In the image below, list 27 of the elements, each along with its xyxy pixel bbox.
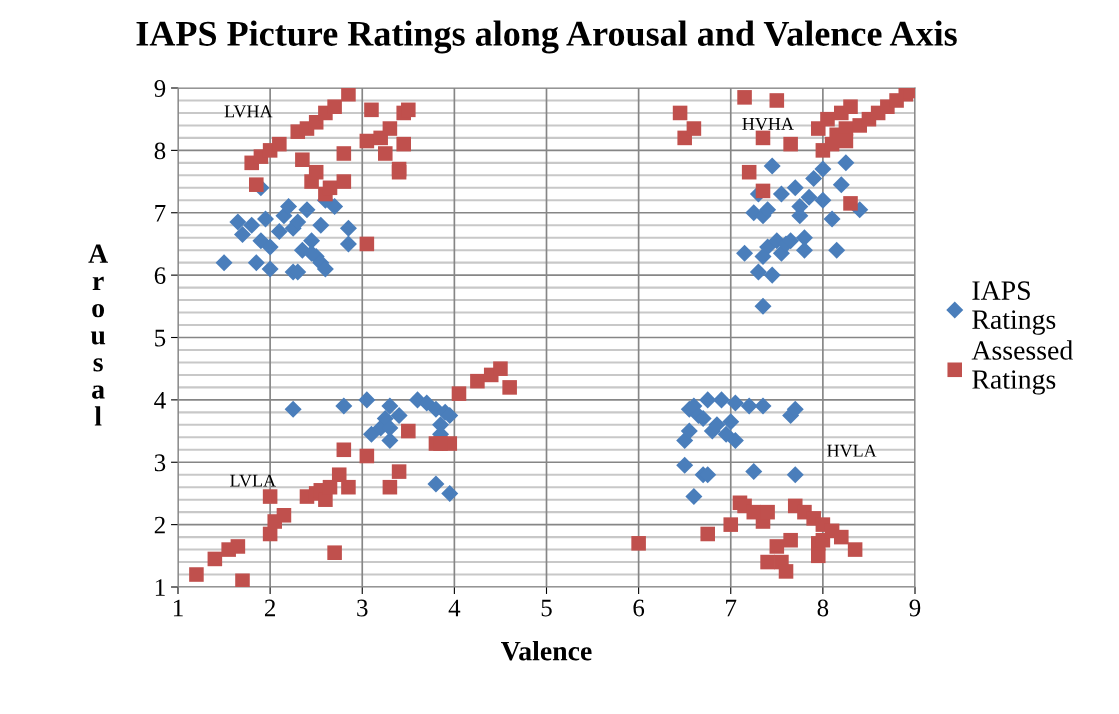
y-tick-label: 2 (154, 516, 165, 534)
annotation: HVLA (827, 444, 877, 457)
chart-title: IAPS Picture Ratings along Arousal and Valence Axis (136, 20, 957, 54)
y-tick-label: 7 (155, 205, 166, 222)
x-tick-label: 9 (909, 599, 921, 617)
y-tick-label: 5 (155, 329, 166, 347)
y-tick-label: 8 (154, 142, 166, 160)
y-axis-title: Arousal (88, 244, 108, 426)
x-tick-label: 7 (726, 599, 737, 617)
y-tick-label: 3 (154, 454, 166, 472)
x-tick-label: 6 (633, 599, 645, 617)
annotation: HVHA (742, 117, 794, 131)
y-tick-label: 1 (155, 579, 165, 596)
annotation: LVLA (230, 474, 276, 487)
x-tick-label: 5 (541, 599, 552, 617)
y-tick-label: 9 (154, 80, 166, 97)
x-tick-label: 4 (448, 599, 461, 617)
x-tick-label: 2 (264, 599, 275, 617)
x-tick-label: 8 (817, 599, 829, 617)
y-tick-label: 4 (154, 392, 166, 409)
legend-label: Assessed Ratings (971, 340, 1073, 395)
annotation: LVHA (224, 105, 273, 118)
y-tick-label: 6 (154, 267, 166, 285)
x-tick-label: 3 (357, 599, 368, 617)
x-axis-title: Valence (501, 640, 592, 661)
x-tick-label: 1 (173, 599, 183, 617)
legend-label: IAPS Ratings (972, 281, 1056, 335)
